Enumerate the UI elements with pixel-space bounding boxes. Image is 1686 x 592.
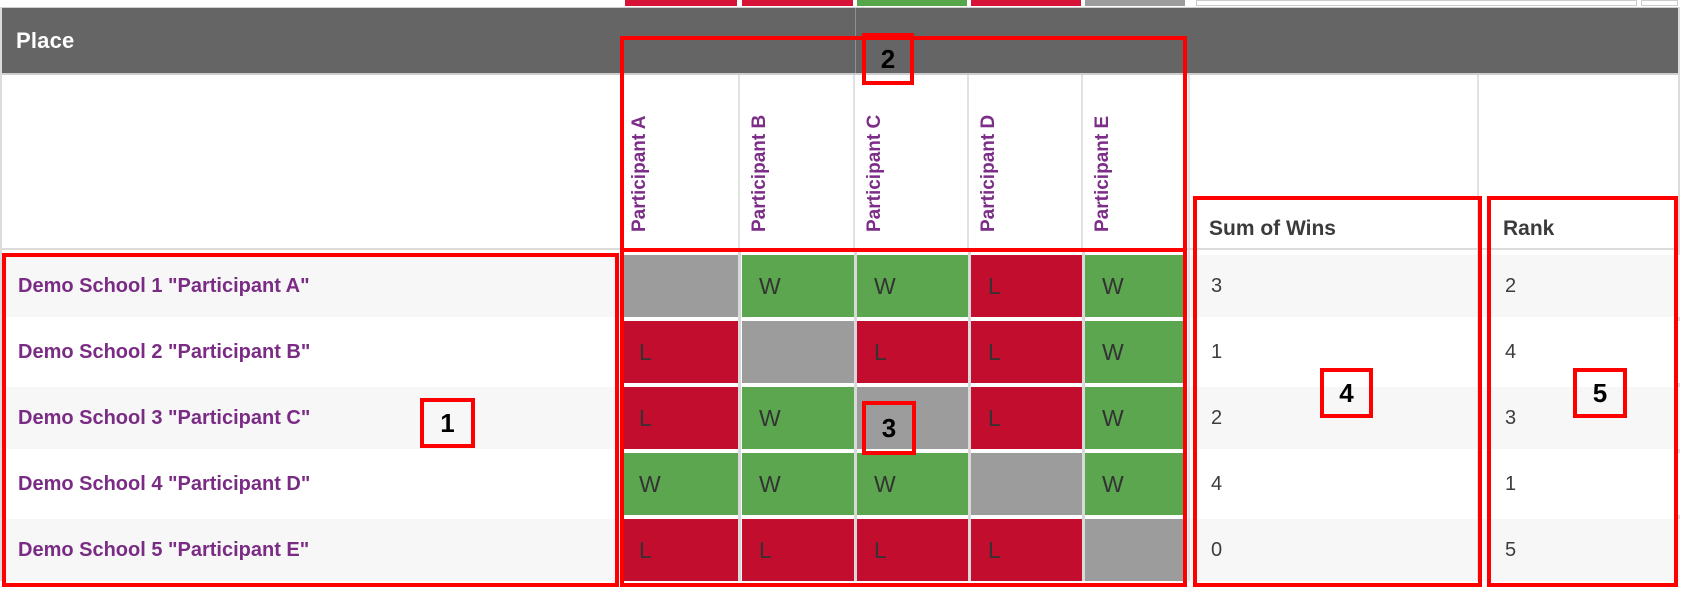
table-row: Demo School 2 "Participant B" L L L W 1 … [2,321,1680,383]
rank-value: 5 [1505,539,1517,561]
sum-of-wins-value: 3 [1211,275,1223,297]
row-label-demo-school-2[interactable]: Demo School 2 "Participant B" [18,341,311,363]
column-divider [967,75,969,249]
annotation-region-2-participant-columns [620,36,1187,587]
cropped-cell-empty [1641,0,1678,6]
result-cell-e-vs-a[interactable]: L [622,519,739,581]
column-divider [1188,75,1190,581]
rank-value: 2 [1505,275,1517,297]
grid-divider [968,252,971,581]
row-label-demo-school-1[interactable]: Demo School 1 "Participant A" [18,275,310,297]
result-cell-e-vs-d[interactable]: L [971,519,1083,581]
result-cell-c-vs-b[interactable]: W [742,387,855,449]
result-cell-b-vs-d[interactable]: L [971,321,1083,383]
result-cell-c-vs-d[interactable]: L [971,387,1083,449]
cropped-cell-win [857,0,967,6]
grid-divider [738,252,741,581]
result-cell-e-vs-b[interactable]: L [742,519,855,581]
annotation-badge-4: 4 [1320,368,1373,418]
annotation-badge-2: 2 [862,33,914,85]
result-cell-d-vs-b[interactable]: W [742,453,855,515]
table-header-row: Participant A Participant B Participant … [0,75,1680,249]
grid-divider [854,252,857,581]
place-header-bar: Place [0,7,1680,75]
header-bar-divider [855,8,856,73]
result-cell-a-vs-a [622,255,739,317]
result-cell-b-vs-e[interactable]: W [1085,321,1187,383]
result-cell-b-vs-c[interactable]: L [857,321,969,383]
cropped-cell-self [1085,0,1185,6]
annotation-region-1-school-names [2,253,619,587]
result-cell-d-vs-d [971,453,1083,515]
grid-divider [1082,252,1085,581]
cropped-cell-loss [742,0,853,6]
annotation-badge-1: 1 [420,398,475,448]
page-title: Place [16,27,75,53]
result-cell-c-vs-e[interactable]: W [1085,387,1187,449]
column-header-sum-of-wins: Sum of Wins [1209,217,1336,240]
sum-of-wins-value: 1 [1211,341,1223,363]
annotation-region-5-rank [1487,196,1678,587]
row-label-demo-school-4[interactable]: Demo School 4 "Participant D" [18,473,311,495]
table-row: Demo School 4 "Participant D" W W W W 4 … [2,453,1680,515]
cropped-cell-loss [971,0,1081,6]
sum-of-wins-value: 0 [1211,539,1223,561]
result-cell-c-vs-a[interactable]: L [622,387,739,449]
rank-value: 4 [1505,341,1517,363]
column-divider [853,75,855,249]
result-cell-d-vs-c[interactable]: W [857,453,969,515]
result-cell-a-vs-d[interactable]: L [971,255,1083,317]
result-cell-a-vs-c[interactable]: W [857,255,969,317]
column-divider [738,75,740,249]
table-row: Demo School 1 "Participant A" W W L W 3 … [2,255,1680,317]
result-cell-a-vs-b[interactable]: W [742,255,855,317]
column-header-rank: Rank [1503,217,1555,240]
annotation-badge-3: 3 [862,401,916,455]
table-left-border [0,7,2,581]
sum-of-wins-value: 2 [1211,407,1223,429]
row-label-demo-school-3[interactable]: Demo School 3 "Participant C" [18,407,311,429]
result-cell-a-vs-e[interactable]: W [1085,255,1187,317]
annotation-region-4-sum-of-wins [1193,196,1482,587]
table-row: Demo School 5 "Participant E" L L L L 0 … [2,519,1680,581]
result-cell-e-vs-c[interactable]: L [857,519,969,581]
result-cell-d-vs-a[interactable]: W [622,453,739,515]
cropped-cell-loss [625,0,737,6]
row-label-demo-school-5[interactable]: Demo School 5 "Participant E" [18,539,310,561]
result-cell-d-vs-e[interactable]: W [1085,453,1187,515]
result-cell-b-vs-a[interactable]: L [622,321,739,383]
result-cell-e-vs-e [1085,519,1187,581]
rank-value: 3 [1505,407,1517,429]
result-cell-b-vs-b [742,321,855,383]
sum-of-wins-value: 4 [1211,473,1223,495]
rank-value: 1 [1505,473,1517,495]
annotation-badge-5: 5 [1573,368,1627,418]
column-divider [1081,75,1083,249]
annotation-region-3-matrix-top-edge [620,248,1187,252]
cropped-cell-empty [1196,0,1637,6]
table-row: Demo School 3 "Participant C" L W L W 2 … [2,387,1680,449]
